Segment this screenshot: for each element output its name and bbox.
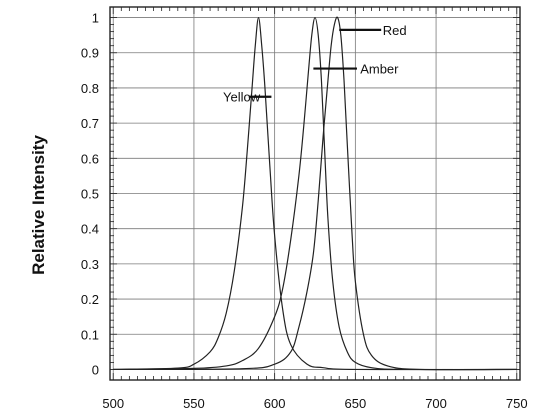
yellow-label: Yellow <box>223 90 261 105</box>
y-tick-label: 0 <box>92 362 99 377</box>
y-tick-label: 0.6 <box>81 151 99 166</box>
y-axis-title: Relative Intensity <box>29 135 48 275</box>
x-tick-label: 500 <box>102 396 124 411</box>
y-tick-label: 0.1 <box>81 327 99 342</box>
x-tick-label: 700 <box>425 396 447 411</box>
y-tick-label: 0.9 <box>81 46 99 61</box>
x-tick-label: 550 <box>183 396 205 411</box>
red-label: Red <box>383 23 407 38</box>
y-tick-label: 0.8 <box>81 81 99 96</box>
y-tick-label: 0.7 <box>81 116 99 131</box>
y-tick-label: 0.3 <box>81 257 99 272</box>
x-tick-label: 600 <box>264 396 286 411</box>
x-tick-label: 650 <box>345 396 367 411</box>
amber-label: Amber <box>360 62 399 77</box>
y-tick-label: 0.4 <box>81 222 99 237</box>
y-tick-label: 0.5 <box>81 187 99 202</box>
x-tick-label: 750 <box>506 396 528 411</box>
y-tick-label: 1 <box>92 11 99 26</box>
y-tick-label: 0.2 <box>81 292 99 307</box>
